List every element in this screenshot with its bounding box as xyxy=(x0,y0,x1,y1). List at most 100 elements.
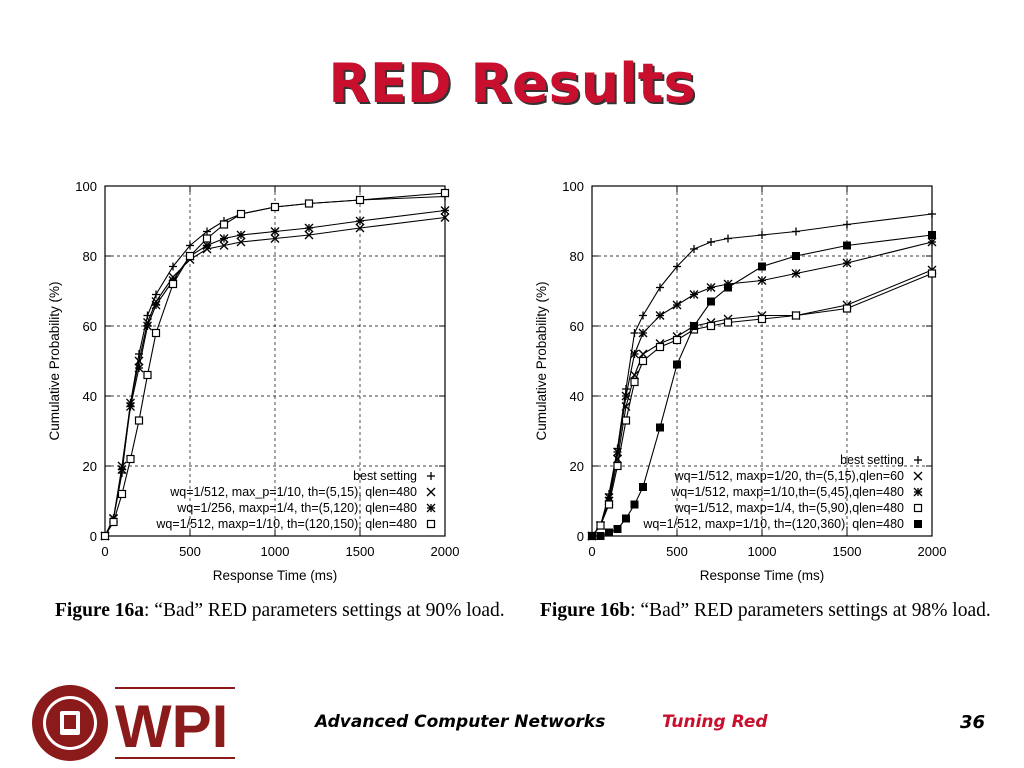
legend-entry: wq=1/512, max_p=1/10, th=(5,15), qlen=48… xyxy=(169,485,417,499)
figure-caption-16b: Figure 16b: “Bad” RED parameters setting… xyxy=(540,600,991,622)
x-tick-label: 1000 xyxy=(261,544,290,559)
data-point xyxy=(639,311,647,320)
data-point xyxy=(655,342,665,352)
data-point xyxy=(270,202,280,212)
figure-caption-16a: Figure 16a: “Bad” RED parameters setting… xyxy=(55,600,505,622)
data-point xyxy=(219,241,229,250)
data-point xyxy=(639,483,647,491)
data-point xyxy=(758,262,766,271)
data-point xyxy=(236,230,246,240)
data-point xyxy=(791,311,801,320)
x-tick-label: 500 xyxy=(179,544,201,559)
data-point xyxy=(672,300,682,310)
data-point xyxy=(927,237,937,247)
page-number: 36 xyxy=(960,712,986,733)
data-point xyxy=(605,528,613,537)
data-point xyxy=(791,269,801,278)
y-tick-label: 0 xyxy=(90,529,97,544)
data-point xyxy=(638,356,648,366)
data-point xyxy=(689,290,699,299)
wpi-logo: WPI xyxy=(30,683,240,768)
legend-entry: wq=1/512, maxp=1/10,th=(5,45),qlen=480 xyxy=(670,485,904,499)
x-tick-label: 1500 xyxy=(833,544,862,559)
y-tick-label: 40 xyxy=(570,389,584,404)
data-point xyxy=(202,234,212,243)
data-point xyxy=(134,356,144,366)
y-tick-label: 100 xyxy=(75,179,97,194)
data-point xyxy=(152,290,160,299)
series-line xyxy=(104,192,446,537)
series-line xyxy=(591,213,933,537)
data-point xyxy=(596,521,605,530)
data-point xyxy=(673,262,681,271)
legend-entry: wq=1/512, maxp=1/4, th=(5,90),qlen=480 xyxy=(674,501,904,515)
data-point xyxy=(792,252,800,260)
legend-entry: wq=1/256, maxp=1/4, th=(5,120), qlen=480 xyxy=(176,501,417,515)
y-tick-label: 20 xyxy=(83,459,97,474)
y-tick-label: 20 xyxy=(570,459,584,474)
footer-topic: Tuning Red xyxy=(662,712,768,732)
data-point xyxy=(706,283,716,292)
data-point xyxy=(219,234,229,243)
y-tick-label: 100 xyxy=(562,179,584,194)
legend: best setting wq=1/512, max_p=1/10, th=(5,… xyxy=(155,469,436,531)
data-point xyxy=(186,241,194,250)
data-point xyxy=(151,328,161,338)
data-point xyxy=(440,213,450,222)
data-point xyxy=(355,216,365,226)
x-axis-label: Response Time (ms) xyxy=(213,568,338,583)
data-point xyxy=(928,231,936,239)
data-point xyxy=(707,297,715,306)
data-point xyxy=(638,328,648,338)
data-point xyxy=(604,500,614,509)
data-point xyxy=(621,391,631,401)
legend-entry: wq=1/512, maxp=1/20, th=(5,15),qlen=60 xyxy=(674,469,904,483)
series-5 xyxy=(588,231,936,540)
data-point xyxy=(151,300,161,310)
data-point xyxy=(622,514,630,523)
legend-marker xyxy=(914,456,922,464)
data-point xyxy=(723,318,733,327)
data-point xyxy=(126,402,135,411)
legend-marker xyxy=(913,487,923,497)
data-point xyxy=(109,517,118,527)
data-point xyxy=(690,322,698,330)
data-point xyxy=(673,360,681,369)
data-point xyxy=(100,531,110,541)
data-point xyxy=(355,195,365,205)
data-point xyxy=(757,314,767,324)
footer-course: Advanced Computer Networks xyxy=(315,712,606,732)
caption-text: : “Bad” RED parameters settings at 90% l… xyxy=(144,600,505,621)
y-axis-label: Cumulative Probability (%) xyxy=(534,281,549,440)
data-point xyxy=(613,454,622,464)
data-point xyxy=(622,385,630,393)
series-line xyxy=(591,269,933,537)
data-point xyxy=(203,227,211,236)
data-point xyxy=(143,370,152,380)
data-point xyxy=(706,321,716,331)
data-point xyxy=(621,416,631,425)
data-point xyxy=(630,500,639,509)
legend-entry: wq=1/512, maxp=1/10, th=(120,150), qlen=… xyxy=(155,517,417,531)
data-point xyxy=(185,251,195,261)
y-tick-label: 40 xyxy=(83,389,97,404)
data-point xyxy=(613,461,622,471)
data-point xyxy=(792,227,800,236)
wpi-wordmark: WPI xyxy=(115,693,228,760)
data-point xyxy=(656,423,664,432)
data-point xyxy=(630,349,639,359)
data-point xyxy=(842,304,852,313)
data-point xyxy=(655,311,665,320)
series-3 xyxy=(100,206,450,541)
legend-entry: best setting xyxy=(353,469,417,483)
data-point xyxy=(672,335,682,345)
data-point xyxy=(236,209,246,219)
chart-16b: 0 500 1000 1500 2000 0 20 40 60 80 100 Response Tim… xyxy=(534,179,947,583)
data-point xyxy=(927,269,937,278)
legend-marker xyxy=(426,487,436,497)
data-point xyxy=(117,465,127,474)
series-line xyxy=(592,234,933,537)
x-tick-label: 2000 xyxy=(918,544,947,559)
data-point xyxy=(169,262,177,271)
series-line xyxy=(591,241,933,537)
